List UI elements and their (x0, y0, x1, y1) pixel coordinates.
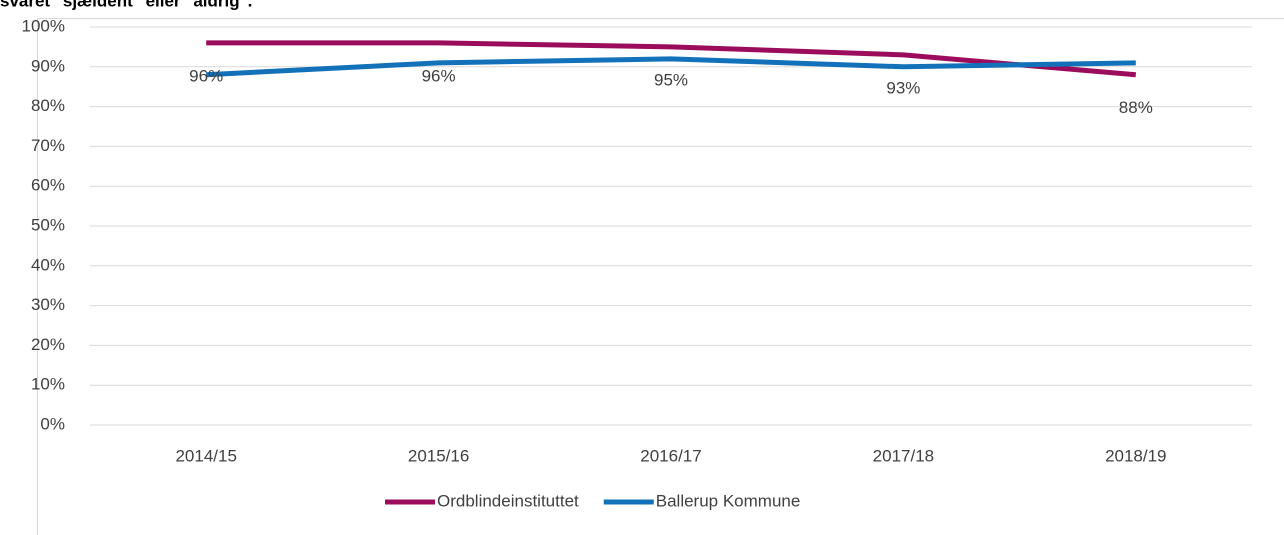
x-tick-label: 2014/15 (175, 446, 236, 465)
series-line (206, 56, 1136, 78)
data-label: 93% (886, 78, 920, 97)
chart-frame (37, 18, 1284, 535)
y-tick-label: 10% (31, 375, 65, 394)
data-label: 88% (1119, 98, 1153, 117)
y-tick-label: 0% (40, 414, 65, 433)
y-tick-label: 100% (22, 16, 65, 35)
series-line (206, 40, 1137, 78)
legend-label: Ballerup Kommune (656, 491, 801, 510)
y-tick-label: 80% (31, 96, 65, 115)
data-label: 96% (189, 66, 223, 85)
data-label: 95% (654, 70, 688, 89)
y-tick-label: 90% (31, 56, 65, 75)
y-tick-label: 50% (31, 215, 65, 234)
x-tick-label: 2018/19 (1105, 446, 1166, 465)
y-tick-label: 20% (31, 335, 65, 354)
y-tick-label: 30% (31, 295, 65, 314)
x-tick-label: 2017/18 (873, 446, 934, 465)
x-tick-label: 2016/17 (640, 446, 701, 465)
y-tick-label: 60% (31, 176, 65, 195)
x-tick-label: 2015/16 (408, 446, 469, 465)
y-tick-label: 40% (31, 255, 65, 274)
legend-label: Ordblindeinstituttet (437, 491, 579, 510)
data-label: 96% (422, 66, 456, 85)
chart-title: svaret "sjældent" eller "aldrig". (0, 0, 252, 10)
y-tick-label: 70% (31, 136, 65, 155)
